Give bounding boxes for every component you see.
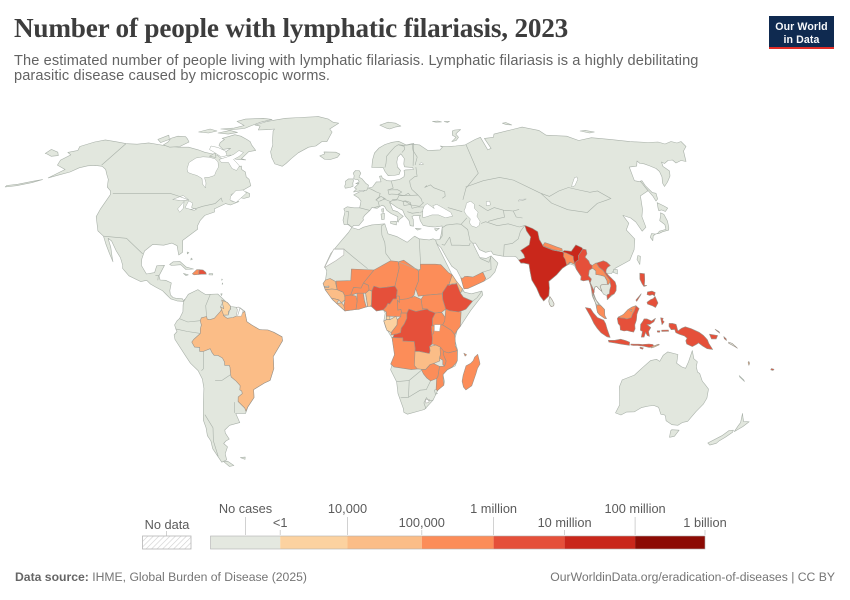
svg-text:No data: No data bbox=[145, 517, 191, 532]
svg-text:10 million: 10 million bbox=[538, 515, 592, 530]
svg-text:100 million: 100 million bbox=[605, 501, 666, 516]
svg-text:100,000: 100,000 bbox=[399, 515, 445, 530]
svg-text:10,000: 10,000 bbox=[328, 501, 367, 516]
svg-text:1 billion: 1 billion bbox=[683, 515, 726, 530]
svg-text:1 million: 1 million bbox=[470, 501, 517, 516]
svg-text:No cases: No cases bbox=[219, 501, 272, 516]
svg-text:<1: <1 bbox=[273, 515, 288, 530]
